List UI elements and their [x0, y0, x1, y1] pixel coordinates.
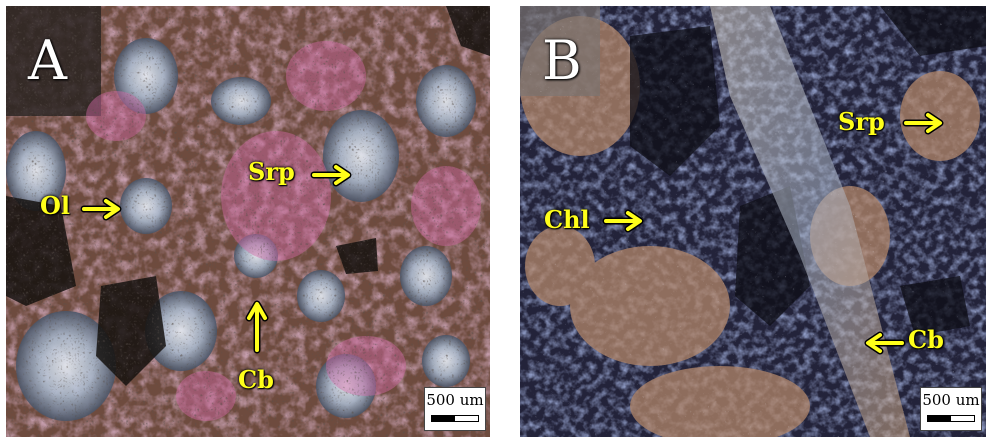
panel-label-b: B	[542, 29, 582, 92]
arrow-right-icon	[310, 163, 354, 187]
label-carbonate: Cb	[238, 365, 274, 394]
micrograph-image-a	[6, 6, 490, 437]
panel-label-a: A	[28, 29, 67, 92]
label-serpentine: Srp	[248, 157, 295, 186]
label-serpentine: Srp	[838, 107, 885, 136]
scale-bar-b: 500 um	[920, 387, 982, 431]
micrograph-panel-a: A Ol Srp Cb 500 um	[6, 6, 490, 437]
scale-bar-a: 500 um	[424, 387, 486, 431]
arrow-right-icon	[80, 197, 124, 221]
label-chlorite: Chl	[544, 205, 590, 234]
scale-bar-graphic	[431, 415, 479, 422]
arrow-right-icon	[902, 111, 946, 135]
arrow-up-icon	[245, 300, 269, 354]
scale-bar-graphic	[927, 415, 975, 422]
label-olivine: Ol	[40, 191, 71, 220]
micrograph-image-b	[520, 6, 986, 437]
scale-bar-label: 500 um	[922, 391, 980, 409]
arrow-left-icon	[862, 331, 906, 355]
micrograph-panel-b: B Srp Chl Cb 500 um	[520, 6, 986, 437]
label-carbonate: Cb	[908, 325, 944, 354]
scale-bar-label: 500 um	[426, 391, 484, 409]
arrow-right-icon	[602, 209, 646, 233]
